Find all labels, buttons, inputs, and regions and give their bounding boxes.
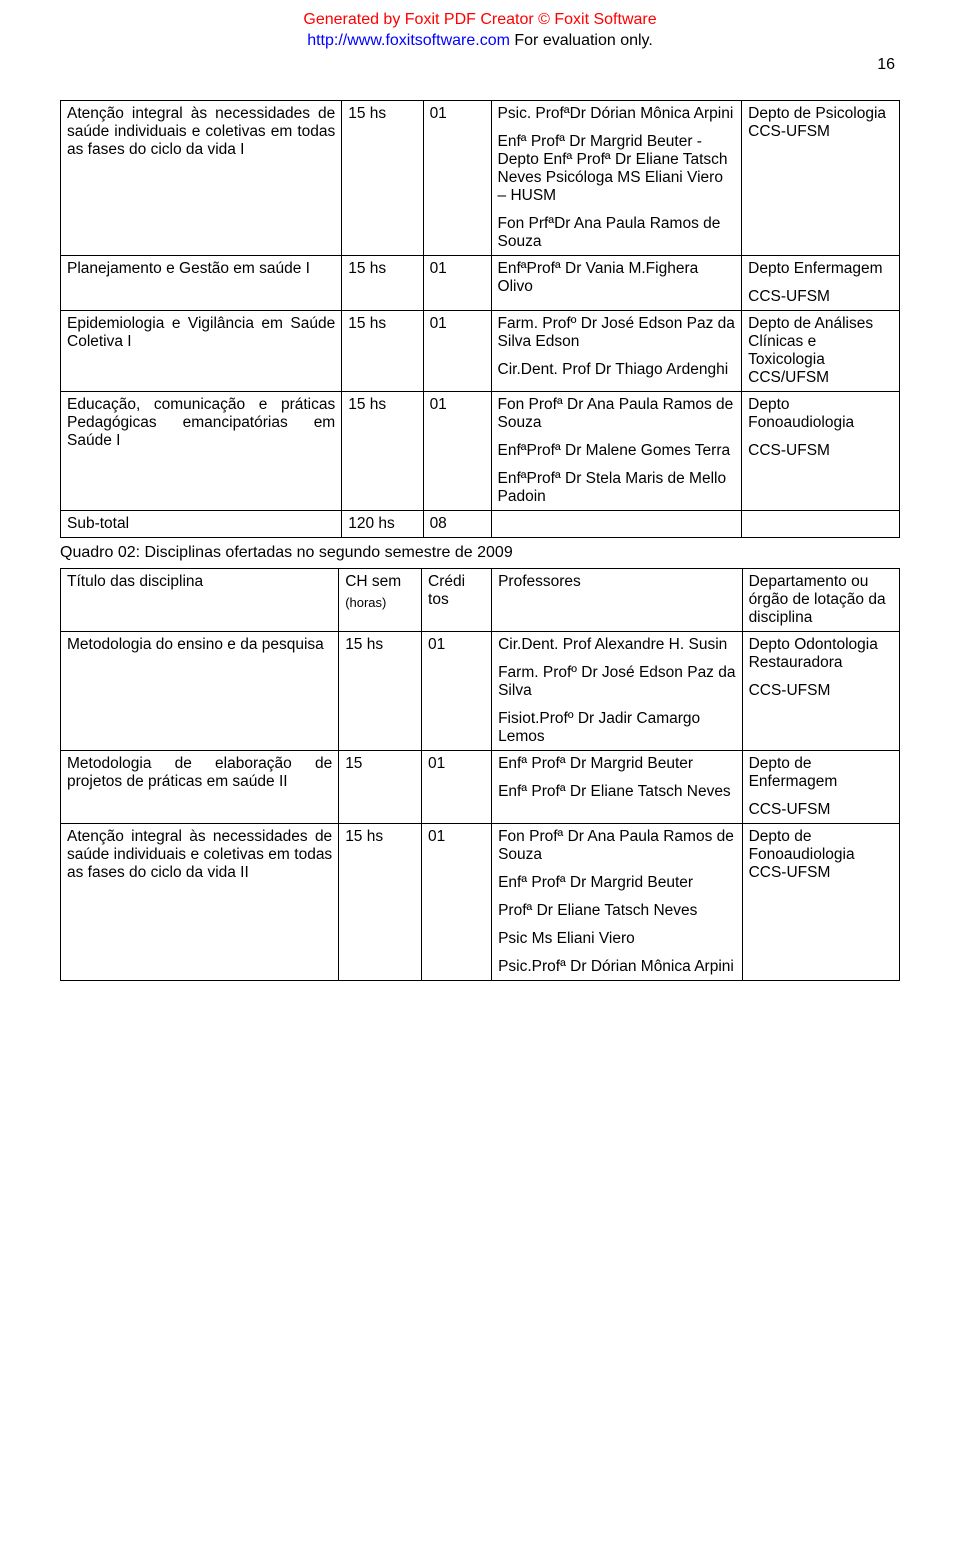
cell-department bbox=[742, 511, 900, 538]
header-hours: CH sem(horas) bbox=[339, 569, 422, 632]
cell-department: Depto de Psicologia CCS-UFSM bbox=[742, 101, 900, 256]
table-row: Epidemiologia e Vigilância em Saúde Cole… bbox=[61, 311, 900, 392]
cell-professors bbox=[491, 511, 742, 538]
table-row: Atenção integral às necessidades de saúd… bbox=[61, 101, 900, 256]
watermark-rest: For evaluation only. bbox=[510, 32, 653, 49]
cell-hours: 15 hs bbox=[342, 311, 423, 392]
cell-department: Depto FonoaudiologiaCCS-UFSM bbox=[742, 392, 900, 511]
cell-title: Planejamento e Gestão em saúde I bbox=[61, 256, 342, 311]
cell-department: Depto Odontologia RestauradoraCCS-UFSM bbox=[742, 632, 899, 751]
cell-credits: 01 bbox=[423, 392, 491, 511]
cell-professors: EnfªProfª Dr Vania M.Fighera Olivo bbox=[491, 256, 742, 311]
header-department: Departamento ou órgão de lotação da disc… bbox=[742, 569, 899, 632]
page-number: 16 bbox=[877, 56, 895, 74]
cell-hours: 15 hs bbox=[342, 256, 423, 311]
cell-credits: 08 bbox=[423, 511, 491, 538]
cell-credits: 01 bbox=[422, 824, 492, 981]
header-credits: Crédi tos bbox=[422, 569, 492, 632]
watermark-line1: Generated by Foxit PDF Creator © Foxit S… bbox=[303, 11, 656, 28]
header-professors: Professores bbox=[492, 569, 742, 632]
cell-hours: 15 hs bbox=[342, 392, 423, 511]
cell-title: Educação, comunicação e práticas Pedagóg… bbox=[61, 392, 342, 511]
watermark-link: http://www.foxitsoftware.com bbox=[307, 32, 510, 49]
cell-department: Depto EnfermagemCCS-UFSM bbox=[742, 256, 900, 311]
cell-professors: Psic. ProfªDr Dórian Mônica ArpiniEnfª P… bbox=[491, 101, 742, 256]
cell-title: Metodologia de elaboração de projetos de… bbox=[61, 751, 339, 824]
cell-professors: Enfª Profª Dr Margrid BeuterEnfª Profª D… bbox=[492, 751, 742, 824]
cell-title: Epidemiologia e Vigilância em Saúde Cole… bbox=[61, 311, 342, 392]
cell-hours: 15 hs bbox=[339, 824, 422, 981]
cell-hours: 15 hs bbox=[342, 101, 423, 256]
cell-credits: 01 bbox=[422, 751, 492, 824]
table-row: Planejamento e Gestão em saúde I15 hs01E… bbox=[61, 256, 900, 311]
cell-professors: Cir.Dent. Prof Alexandre H. SusinFarm. P… bbox=[492, 632, 742, 751]
table-caption: Quadro 02: Disciplinas ofertadas no segu… bbox=[60, 544, 900, 562]
cell-credits: 01 bbox=[423, 256, 491, 311]
table-row: Metodologia do ensino e da pesquisa15 hs… bbox=[61, 632, 900, 751]
table-disciplines-2: Título das disciplinaCH sem(horas)Crédi … bbox=[60, 568, 900, 981]
header-title: Título das disciplina bbox=[61, 569, 339, 632]
table-row: Atenção integral às necessidades de saúd… bbox=[61, 824, 900, 981]
cell-title: Sub-total bbox=[61, 511, 342, 538]
cell-credits: 01 bbox=[423, 101, 491, 256]
cell-department: Depto de Fonoaudiologia CCS-UFSM bbox=[742, 824, 899, 981]
cell-professors: Farm. Profº Dr José Edson Paz da Silva E… bbox=[491, 311, 742, 392]
cell-hours: 15 hs bbox=[339, 632, 422, 751]
cell-professors: Fon Profª Dr Ana Paula Ramos de SouzaEnf… bbox=[491, 392, 742, 511]
cell-title: Atenção integral às necessidades de saúd… bbox=[61, 101, 342, 256]
table-row: Metodologia de elaboração de projetos de… bbox=[61, 751, 900, 824]
pdf-watermark: Generated by Foxit PDF Creator © Foxit S… bbox=[0, 10, 960, 52]
cell-hours: 120 hs bbox=[342, 511, 423, 538]
cell-credits: 01 bbox=[422, 632, 492, 751]
table-disciplines-1: Atenção integral às necessidades de saúd… bbox=[60, 100, 900, 538]
cell-hours: 15 bbox=[339, 751, 422, 824]
cell-title: Metodologia do ensino e da pesquisa bbox=[61, 632, 339, 751]
cell-professors: Fon Profª Dr Ana Paula Ramos de SouzaEnf… bbox=[492, 824, 742, 981]
cell-department: Depto de EnfermagemCCS-UFSM bbox=[742, 751, 899, 824]
cell-title: Atenção integral às necessidades de saúd… bbox=[61, 824, 339, 981]
cell-credits: 01 bbox=[423, 311, 491, 392]
table-header-row: Título das disciplinaCH sem(horas)Crédi … bbox=[61, 569, 900, 632]
cell-department: Depto de Análises Clínicas e Toxicologia… bbox=[742, 311, 900, 392]
table-row: Sub-total120 hs08 bbox=[61, 511, 900, 538]
table-row: Educação, comunicação e práticas Pedagóg… bbox=[61, 392, 900, 511]
